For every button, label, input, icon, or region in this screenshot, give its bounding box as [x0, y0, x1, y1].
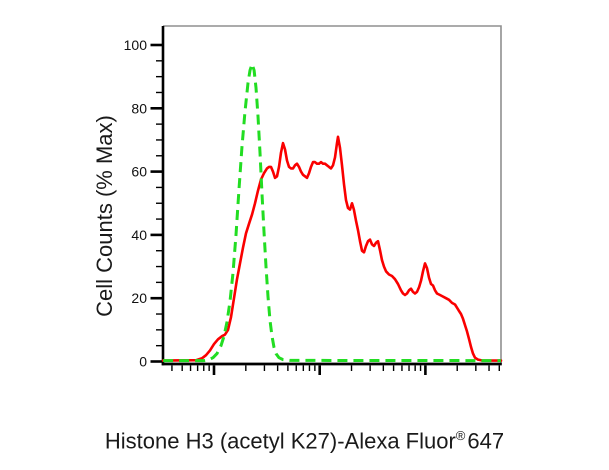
axes [161, 26, 502, 366]
y-axis: 0 20 40 60 80 100 [124, 37, 162, 370]
y-tick-label: 100 [124, 37, 148, 53]
x-axis-title-suffix: 647 [467, 428, 505, 454]
plot-frame [163, 25, 502, 364]
y-tick-label: 0 [139, 354, 147, 370]
y-tick-label: 20 [131, 290, 147, 306]
x-axis-title: Histone H3 (acetyl K27)-Alexa Fluor®647 [0, 428, 609, 454]
y-tick-label: 80 [131, 100, 147, 116]
control-curve-green [163, 62, 502, 363]
x-axis-title-main: Histone H3 (acetyl K27)-Alexa Fluor [104, 428, 456, 454]
y-tick-label: 60 [131, 164, 147, 180]
sample-curve-red [161, 135, 503, 362]
x-axis [171, 365, 500, 375]
registered-trademark-icon: ® [455, 428, 466, 443]
y-tick-label: 40 [131, 227, 147, 243]
